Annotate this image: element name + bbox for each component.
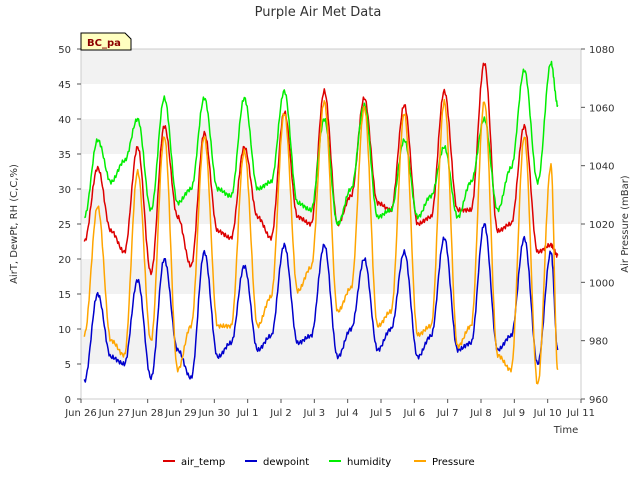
legend: air_temp dewpoint humidity Pressure [163,457,475,468]
y-right-tick-label: 1020 [589,220,614,231]
y-left-tick-label: 35 [58,150,71,161]
legend-label: dewpoint [263,457,309,468]
legend-label: air_temp [181,457,225,468]
x-tick-label: Jul 1 [236,408,259,419]
grid-band [81,49,581,84]
x-tick-label: Jun 26 [64,408,97,419]
y-right-tick-label: 1000 [589,278,614,289]
x-tick-label: Jul 3 [303,408,326,419]
x-tick-label: Jun 28 [131,408,164,419]
y-right-tick-label: 1060 [589,103,614,114]
x-tick-label: Jul 5 [369,408,392,419]
y-right-tick-label: 980 [589,337,608,348]
grid-band [81,364,581,399]
y-left-tick-label: 10 [58,325,71,336]
x-axis: Jun 26 Jun 27 Jun 28 Jun 29 Jun 30 Jul 1 Jul 2… [64,399,595,419]
y-left-tick-label: 50 [58,45,71,56]
y-axis-right-label: Air Pressure (mBar) [620,175,631,273]
x-tick-label: Jul 6 [403,408,426,419]
x-tick-label: Jul 10 [533,408,562,419]
series-line-dewpoint [83,223,559,383]
y-left-tick-label: 40 [58,115,71,126]
grid-band [81,329,581,364]
grid-band [81,259,581,294]
site-badge: BC_pa [80,32,132,51]
y-left-tick-label: 25 [58,220,71,231]
y-left-tick-label: 5 [65,360,71,371]
y-left-tick-label: 45 [58,80,71,91]
x-tick-label: Jul 4 [336,408,359,419]
y-left-tick-label: 15 [58,290,71,301]
x-tick-label: Jun 27 [98,408,131,419]
y-right-tick-label: 960 [589,395,608,406]
x-tick-label: Jun 29 [164,408,197,419]
series-line-humidity [84,60,559,226]
legend-label: humidity [347,457,391,468]
x-axis-label: Time [553,425,578,436]
grid-band [81,84,581,119]
x-tick-label: Jun 30 [198,408,231,419]
y-right-tick-label: 1080 [589,45,614,56]
x-tick-label: Jul 9 [503,408,526,419]
x-tick-label: Jul 7 [436,408,459,419]
y-axis-left: 0 5 10 15 20 25 30 35 40 45 50 [58,45,81,406]
x-tick-label: Jul 2 [269,408,292,419]
site-badge-label: BC_pa [87,38,121,49]
y-right-tick-label: 1040 [589,162,614,173]
x-tick-label: Jul 11 [566,408,595,419]
y-left-tick-label: 30 [58,185,71,196]
series-lines [83,60,559,385]
series-line-air-temp [83,62,559,276]
y-left-tick-label: 0 [65,395,71,406]
y-axis-left-label: AirT, DewPt, RH (C,C,%) [9,164,20,284]
series-line-pressure [83,98,559,385]
legend-label: Pressure [432,457,475,468]
y-axis-right: 960 980 1000 1020 1040 1060 1080 [581,45,614,406]
chart-title: Purple Air Met Data [255,5,382,20]
y-left-tick-label: 20 [58,255,71,266]
x-tick-label: Jul 8 [469,408,492,419]
